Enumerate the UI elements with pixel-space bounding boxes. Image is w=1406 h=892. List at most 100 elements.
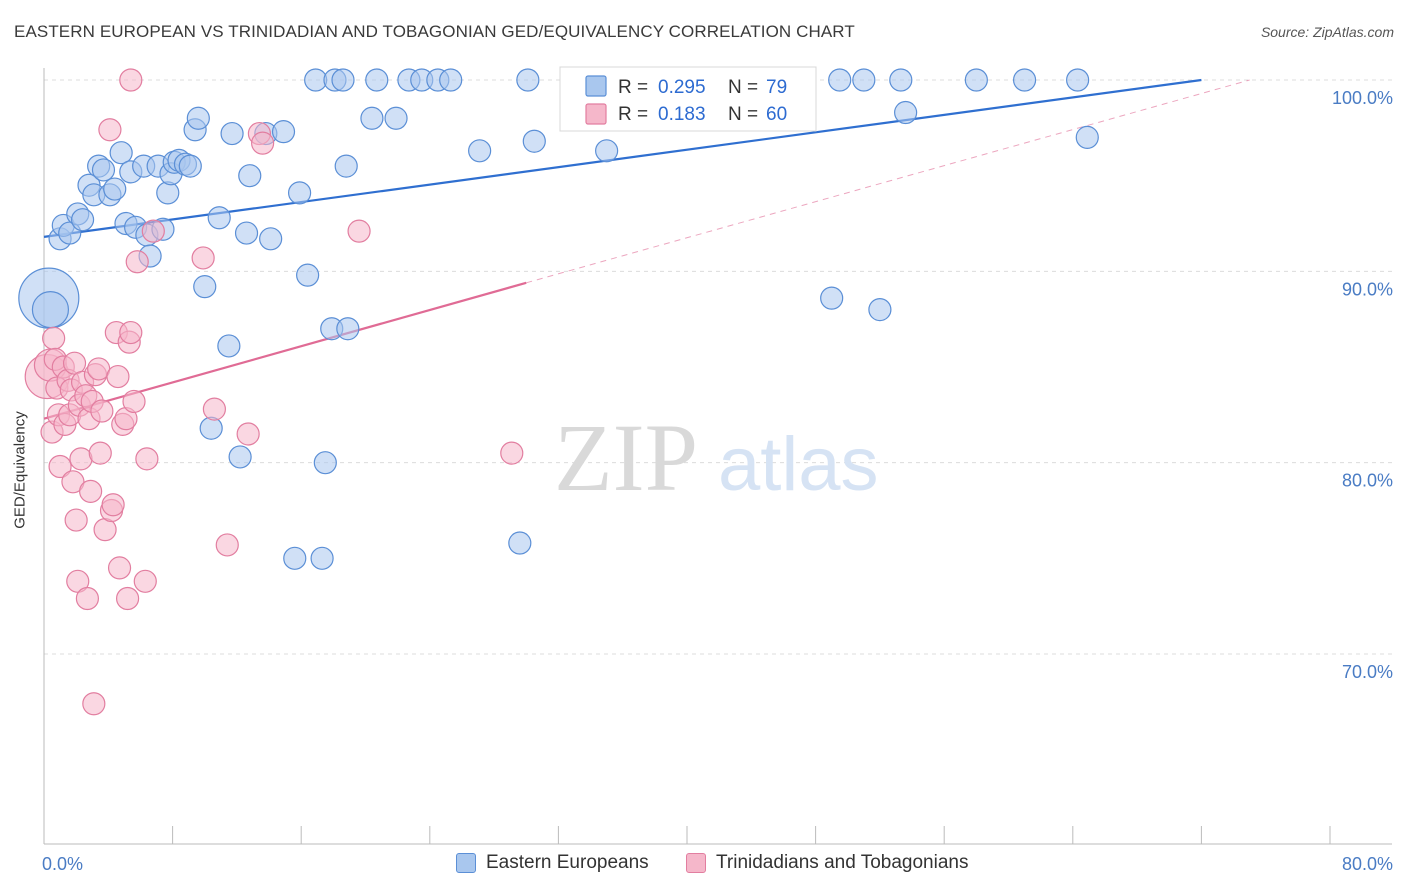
point-eastern xyxy=(365,68,389,92)
axes: 70.0% 80.0% 90.0% 100.0% 0.0% 80.0% xyxy=(42,68,1393,874)
point-trinidad xyxy=(82,692,106,716)
legend-r-label-pink: R = xyxy=(618,104,648,125)
point-eastern xyxy=(522,129,546,153)
y-tick-label: 70.0% xyxy=(1342,662,1393,682)
point-trinidad xyxy=(101,493,125,517)
point-eastern xyxy=(207,206,231,230)
point-eastern xyxy=(271,120,296,144)
point-trinidad xyxy=(115,586,140,611)
source-label: Source: ZipAtlas.com xyxy=(1260,24,1394,40)
watermark-zip: ZIP xyxy=(554,404,698,511)
point-trinidad xyxy=(75,586,100,611)
point-trinidad xyxy=(64,508,88,532)
point-eastern xyxy=(595,139,619,163)
watermark-atlas: atlas xyxy=(718,422,879,507)
point-eastern xyxy=(468,139,492,163)
legend-n-value-blue: 79 xyxy=(766,77,787,98)
point-eastern xyxy=(828,68,852,92)
point-eastern xyxy=(852,68,876,92)
x-tick-label-start: 0.0% xyxy=(42,854,83,874)
legend-swatch-trinidad xyxy=(686,853,706,873)
point-trinidad xyxy=(48,454,72,479)
point-trinidad xyxy=(61,470,85,494)
legend-swatch-pink xyxy=(585,103,607,125)
point-trinidad xyxy=(347,219,371,243)
point-trinidad xyxy=(69,447,93,471)
watermark: ZIP atlas xyxy=(554,404,879,511)
y-tick-label: 80.0% xyxy=(1342,471,1393,491)
point-eastern xyxy=(109,141,133,165)
point-trinidad xyxy=(122,389,146,414)
point-eastern xyxy=(384,106,408,130)
point-eastern xyxy=(894,100,918,125)
point-eastern xyxy=(259,227,283,251)
grid-lines xyxy=(44,79,1392,655)
point-eastern xyxy=(868,298,892,322)
point-eastern xyxy=(296,263,320,287)
point-eastern xyxy=(313,451,337,475)
point-eastern xyxy=(220,121,244,146)
point-eastern xyxy=(439,68,463,92)
point-eastern xyxy=(310,546,334,570)
legend-label-eastern: Eastern Europeans xyxy=(486,852,649,873)
point-trinidad xyxy=(202,397,226,421)
point-eastern xyxy=(1012,68,1037,92)
trend-line-trinidad xyxy=(43,281,527,420)
point-eastern xyxy=(360,106,384,130)
point-trinidad xyxy=(90,399,114,423)
point-eastern xyxy=(178,154,202,178)
point-trinidad xyxy=(125,250,149,274)
point-eastern xyxy=(964,68,988,92)
legend-r-value-pink: 0.183 xyxy=(658,104,706,125)
point-eastern xyxy=(508,531,532,555)
chart-title: EASTERN EUROPEAN VS TRINIDADIAN AND TOBA… xyxy=(14,22,855,41)
point-trinidad xyxy=(191,246,215,270)
point-eastern xyxy=(334,154,358,178)
point-trinidad xyxy=(236,422,260,446)
point-trinidad xyxy=(135,447,159,471)
point-trinidad xyxy=(79,479,103,503)
legend-n-label-blue: N = xyxy=(728,77,758,98)
trend-line-eastern xyxy=(43,78,1202,238)
point-trinidad xyxy=(119,320,143,345)
legend-swatch-eastern xyxy=(456,853,476,873)
point-trinidad xyxy=(98,118,122,142)
point-trinidad xyxy=(251,131,275,155)
point-eastern xyxy=(238,164,262,188)
point-trinidad xyxy=(215,533,239,557)
x-tick-label-end: 80.0% xyxy=(1342,854,1393,874)
legend-n-label-pink: N = xyxy=(728,104,758,125)
point-eastern xyxy=(70,208,95,232)
point-eastern xyxy=(31,291,70,329)
data-points xyxy=(18,68,1099,716)
point-trinidad xyxy=(141,219,165,243)
point-eastern xyxy=(336,317,360,341)
point-trinidad xyxy=(107,556,132,580)
point-eastern xyxy=(820,286,844,310)
legend-item-trinidad: Trinidadians and Tobagonians xyxy=(686,852,968,874)
point-eastern xyxy=(889,68,913,92)
y-tick-label: 100.0% xyxy=(1332,88,1393,108)
point-eastern xyxy=(234,221,259,245)
point-eastern xyxy=(1075,125,1099,149)
trend-extension-trinidad xyxy=(526,79,1250,284)
legend-item-eastern: Eastern Europeans xyxy=(456,852,649,874)
stats-legend: R = 0.295 N = 79 R = 0.183 N = 60 xyxy=(559,66,817,132)
point-eastern xyxy=(287,181,312,205)
point-trinidad xyxy=(500,441,524,465)
legend-swatch-blue xyxy=(585,75,607,97)
point-trinidad xyxy=(106,364,130,389)
point-trinidad xyxy=(42,326,66,350)
point-eastern xyxy=(228,445,252,469)
point-eastern xyxy=(283,546,307,570)
y-tick-label: 90.0% xyxy=(1342,279,1393,299)
point-trinidad xyxy=(133,569,157,593)
point-eastern xyxy=(199,416,223,440)
point-trinidad xyxy=(88,441,112,465)
legend-label-trinidad: Trinidadians and Tobagonians xyxy=(716,852,969,873)
point-eastern xyxy=(193,275,217,299)
point-eastern xyxy=(186,106,210,130)
legend-r-value-blue: 0.295 xyxy=(658,77,706,98)
point-eastern xyxy=(217,334,241,358)
